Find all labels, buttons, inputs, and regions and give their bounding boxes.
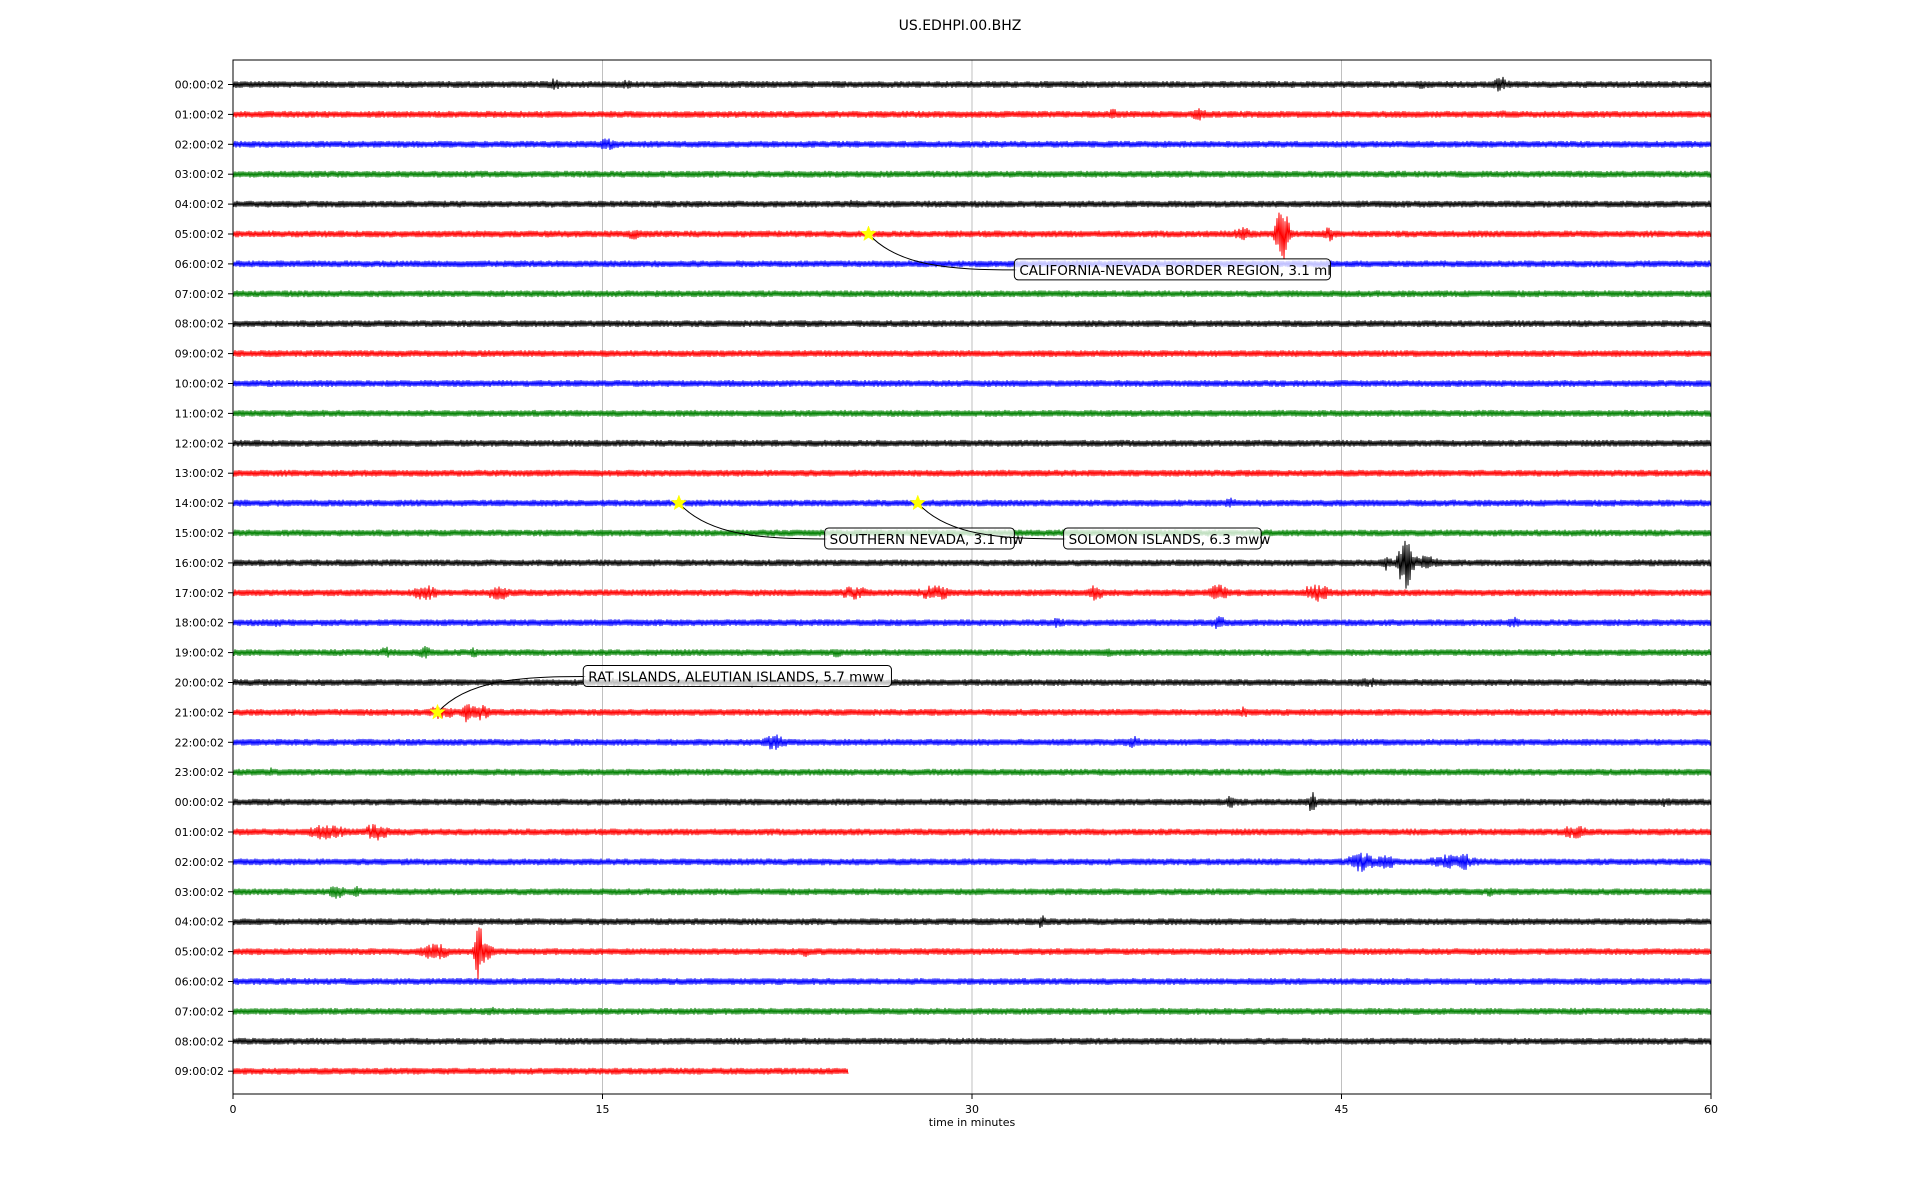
row-time-label: 16:00:02 (175, 557, 224, 570)
row-time-label: 17:00:02 (175, 587, 224, 600)
seismic-trace (232, 497, 1712, 508)
seismic-trace (232, 350, 1712, 358)
row-time-label: 08:00:02 (175, 1035, 224, 1048)
seismic-trace (232, 439, 1712, 447)
row-time-label: 01:00:02 (175, 108, 224, 121)
event-label: SOUTHERN NEVADA, 3.1 mw (830, 532, 1024, 548)
event-label-box (1013, 258, 1331, 281)
seismic-trace (232, 320, 1712, 328)
x-axis: 0 15 30 45 60 (230, 1094, 1718, 1116)
event-label-box (824, 527, 1015, 550)
event-label: CALIFORNIA-NEVADA BORDER REGION, 3.1 ml (1019, 263, 1331, 279)
row-time-label: 14:00:02 (175, 497, 224, 510)
event-star-marker (909, 494, 927, 511)
row-time-label: 20:00:02 (175, 677, 224, 690)
seismic-trace (232, 734, 1712, 750)
row-time-label: 12:00:02 (175, 437, 224, 450)
event-star-marker (429, 703, 446, 720)
row-time-label: 05:00:02 (175, 228, 224, 241)
row-time-label: 00:00:02 (175, 796, 224, 809)
chart-title: US.EDHPI.00.BHZ (899, 18, 1022, 34)
row-time-label: 08:00:02 (175, 318, 224, 331)
seismic-trace (232, 170, 1712, 178)
trace-layer (232, 76, 1712, 1075)
x-axis-label: time in minutes (929, 1116, 1016, 1129)
seismic-trace (232, 915, 1712, 929)
seismic-trace (232, 767, 1712, 776)
row-time-label: 13:00:02 (175, 467, 224, 480)
x-tick-label: 15 (596, 1103, 610, 1116)
seismic-trace (232, 1006, 1712, 1016)
row-time-label: 00:00:02 (175, 79, 224, 92)
grid-layer (602, 60, 1342, 1094)
x-tick-label: 0 (230, 1103, 237, 1116)
seismic-trace (232, 76, 1712, 92)
row-time-label: 03:00:02 (175, 886, 224, 899)
event-label: RAT ISLANDS, ALEUTIAN ISLANDS, 5.7 mww (588, 670, 884, 686)
event-leader-line (917, 502, 1066, 540)
event-label: SOLOMON ISLANDS, 6.3 mww (1069, 532, 1271, 548)
row-time-label: 07:00:02 (175, 1005, 224, 1018)
event-leader-line (678, 502, 827, 540)
seismic-trace (232, 409, 1712, 417)
seismic-trace (232, 540, 1712, 589)
seismic-trace (232, 138, 1712, 151)
row-time-label: 09:00:02 (175, 1065, 224, 1078)
row-time-label: 19:00:02 (175, 647, 224, 660)
event-label-box (1063, 527, 1262, 550)
row-labels: 00:00:02 01:00:02 02:00:02 03:00:02 04:00:02… (175, 79, 233, 1078)
seismic-trace (232, 792, 1712, 812)
seismic-trace (232, 852, 1712, 872)
row-time-label: 04:00:02 (175, 198, 224, 211)
seismic-trace (232, 469, 1712, 477)
seismic-trace (232, 108, 1712, 121)
seismic-trace (232, 290, 1712, 298)
row-time-label: 23:00:02 (175, 766, 224, 779)
row-time-label: 09:00:02 (175, 348, 224, 361)
row-time-label: 15:00:02 (175, 527, 224, 540)
row-time-label: 03:00:02 (175, 168, 224, 181)
x-tick-label: 45 (1335, 1103, 1349, 1116)
seismic-trace (232, 212, 1712, 260)
seismic-trace (232, 645, 1712, 659)
row-time-label: 11:00:02 (175, 407, 224, 420)
row-time-label: 01:00:02 (175, 826, 224, 839)
row-time-label: 10:00:02 (175, 378, 224, 391)
seismic-trace (232, 704, 1712, 723)
event-leader-line (868, 233, 1017, 271)
seismic-trace (232, 677, 1712, 688)
seismic-trace (232, 584, 1712, 602)
seismic-trace (232, 199, 1712, 208)
row-time-label: 07:00:02 (175, 288, 224, 301)
seismic-trace (232, 824, 1712, 841)
seismic-trace (232, 1067, 849, 1075)
event-star-marker (860, 225, 877, 242)
row-time-label: 02:00:02 (175, 138, 224, 151)
x-tick-label: 30 (965, 1103, 979, 1116)
seismic-trace (232, 978, 1712, 985)
axes-frame (232, 59, 1712, 1095)
event-star-marker (670, 494, 688, 511)
x-tick-label: 60 (1704, 1103, 1718, 1116)
row-time-label: 06:00:02 (175, 976, 224, 989)
seismic-trace (232, 927, 1712, 980)
seismic-trace (232, 260, 1712, 268)
row-time-label: 18:00:02 (175, 617, 224, 630)
event-annotations: CALIFORNIA-NEVADA BORDER REGION, 3.1 ml S… (429, 225, 1331, 720)
row-time-label: 02:00:02 (175, 856, 224, 869)
row-time-label: 05:00:02 (175, 946, 224, 959)
seismic-trace (232, 380, 1712, 387)
seismic-trace (232, 885, 1712, 899)
row-time-label: 22:00:02 (175, 736, 224, 749)
seismic-trace (232, 1037, 1712, 1045)
row-time-label: 06:00:02 (175, 258, 224, 271)
event-label-box (582, 665, 892, 688)
seismic-trace (232, 616, 1712, 629)
event-leader-line (437, 676, 586, 713)
row-time-label: 21:00:02 (175, 706, 224, 719)
row-time-label: 04:00:02 (175, 916, 224, 929)
